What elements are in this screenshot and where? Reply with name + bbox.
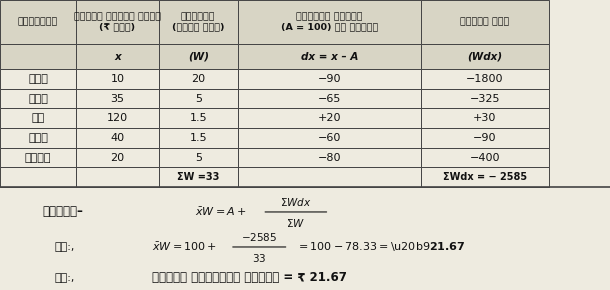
Text: मात्रा
(किलो में): मात्रा (किलो में): [172, 12, 224, 32]
Text: (W): (W): [188, 52, 209, 61]
Bar: [159, 128, 238, 148]
Bar: [421, 69, 549, 89]
Bar: [238, 89, 421, 108]
Text: $\bar{x}W = 100+$: $\bar{x}W = 100+$: [152, 241, 218, 253]
Text: −60: −60: [318, 133, 341, 143]
Text: $= 100 - 78.33 = $\u20b9$\mathbf{21.67}$: $= 100 - 78.33 = $\u20b9$\mathbf{21.67}$: [296, 240, 465, 253]
Bar: [238, 44, 421, 69]
Bar: [0, 128, 76, 148]
Text: ΣWdx = − 2585: ΣWdx = − 2585: [443, 172, 527, 182]
Text: 5: 5: [195, 94, 202, 104]
Bar: [0, 148, 76, 167]
Text: +20: +20: [318, 113, 341, 123]
Text: +30: +30: [473, 113, 497, 123]
Bar: [0, 44, 76, 69]
Bar: [421, 89, 549, 108]
Text: अत:,: अत:,: [55, 273, 75, 283]
Bar: [0, 89, 76, 108]
Text: −1800: −1800: [466, 74, 504, 84]
Text: ΣW =33: ΣW =33: [177, 172, 220, 182]
Text: 10: 10: [110, 74, 124, 84]
Bar: [159, 167, 238, 187]
Text: सूत्र–: सूत्र–: [43, 205, 84, 218]
Text: dx = x – A: dx = x – A: [301, 52, 358, 61]
Text: −80: −80: [318, 153, 341, 163]
Bar: [159, 44, 238, 69]
Bar: [76, 0, 159, 44]
Text: $\Sigma Wdx$: $\Sigma Wdx$: [280, 196, 312, 208]
Text: आटा: आटा: [28, 74, 48, 84]
Bar: [76, 108, 159, 128]
Bar: [76, 89, 159, 108]
Text: 20: 20: [110, 153, 124, 163]
Bar: [159, 69, 238, 89]
Text: अत:,: अत:,: [55, 242, 75, 252]
Bar: [421, 128, 549, 148]
Text: 1.5: 1.5: [190, 113, 207, 123]
Text: 40: 40: [110, 133, 124, 143]
Text: $-2585$: $-2585$: [241, 231, 278, 243]
Bar: [76, 44, 159, 69]
Text: तेल: तेल: [28, 133, 48, 143]
Text: मूल्य प्रति किलो
(₹ में): मूल्य प्रति किलो (₹ में): [74, 12, 161, 32]
Text: −400: −400: [470, 153, 500, 163]
Bar: [238, 69, 421, 89]
Bar: [159, 148, 238, 167]
Bar: [76, 69, 159, 89]
Bar: [159, 89, 238, 108]
Text: −90: −90: [473, 133, 497, 143]
Bar: [159, 108, 238, 128]
Bar: [421, 44, 549, 69]
Text: 120: 120: [107, 113, 128, 123]
Text: दाल: दाल: [28, 94, 48, 104]
Text: कल्पित माध्य
(A = 100) से विचलन: कल्पित माध्य (A = 100) से विचलन: [281, 12, 378, 32]
Text: 35: 35: [110, 94, 124, 104]
Text: घी: घी: [32, 113, 45, 123]
Bar: [76, 128, 159, 148]
Text: वस्तुएँ: वस्तुएँ: [18, 17, 58, 26]
Text: $33$: $33$: [252, 252, 267, 264]
Bar: [421, 167, 549, 187]
Bar: [76, 148, 159, 167]
Bar: [238, 108, 421, 128]
Bar: [76, 167, 159, 187]
Text: विचलन भार: विचलन भार: [461, 17, 509, 26]
Text: 20: 20: [191, 74, 206, 84]
Bar: [421, 0, 549, 44]
Bar: [0, 167, 76, 187]
Text: −325: −325: [470, 94, 500, 104]
Bar: [159, 0, 238, 44]
Bar: [421, 108, 549, 128]
Bar: [421, 148, 549, 167]
Bar: [238, 128, 421, 148]
Text: $\bar{x}W = A +$: $\bar{x}W = A +$: [195, 206, 246, 218]
Bar: [0, 69, 76, 89]
Bar: [238, 148, 421, 167]
Text: (Wdx): (Wdx): [467, 52, 503, 61]
Text: −90: −90: [318, 74, 341, 84]
Text: 5: 5: [195, 153, 202, 163]
Text: x: x: [114, 52, 121, 61]
Bar: [0, 108, 76, 128]
Text: −65: −65: [318, 94, 341, 104]
Text: भारित समान्तर माध्य = ₹ 21.67: भारित समान्तर माध्य = ₹ 21.67: [152, 271, 347, 284]
Text: 1.5: 1.5: [190, 133, 207, 143]
Bar: [238, 167, 421, 187]
Text: चावल: चावल: [25, 153, 51, 163]
Bar: [238, 0, 421, 44]
Text: $\Sigma W$: $\Sigma W$: [286, 217, 306, 229]
Bar: [0, 0, 76, 44]
